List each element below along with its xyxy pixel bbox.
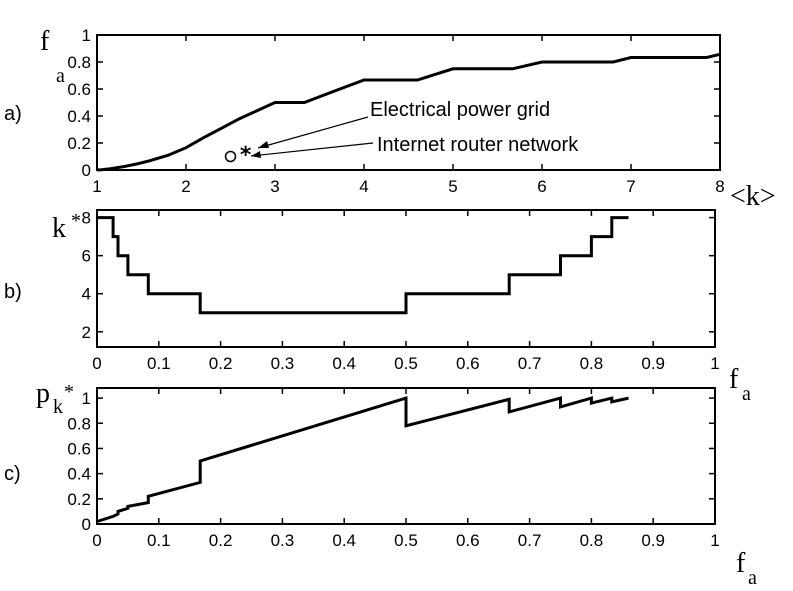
panel-a-tag: a): [4, 103, 22, 125]
panel-a-series-line: [96, 52, 721, 172]
panel-a-xtick-label: 2: [181, 177, 190, 196]
panel-b-xtick-label: 0.8: [580, 354, 604, 373]
panel-c-xtick-label: 0.2: [209, 531, 233, 550]
panel-a-xlabel: <k>: [730, 181, 776, 212]
panel-a-ytick-label: 1: [82, 26, 91, 45]
annotation-power-grid: Electrical power grid: [370, 99, 550, 121]
panel-a-ytick-label: 0: [82, 161, 91, 180]
panel-b-ticks: [96, 210, 716, 347]
panel-c-xlabel: f: [736, 548, 746, 579]
panel-a-ytick-label: 0.4: [67, 107, 91, 126]
panel-c-xtick-label: 0.9: [641, 531, 665, 550]
panel-c-ytick-label: 0.2: [67, 490, 91, 509]
panel-b-xtick-label: 0.1: [147, 354, 171, 373]
panel-c-ytick-label: 1: [82, 389, 91, 408]
panel-c-tag: c): [4, 463, 21, 485]
panel-a-xtick-label: 4: [359, 177, 368, 196]
panel-c-ylabel: p: [36, 378, 50, 409]
panel-a-ytick-label: 0.2: [67, 134, 91, 153]
panel-b-ytick-label: 6: [82, 247, 91, 266]
panel-a-axes-frame: [96, 34, 721, 171]
panel-a-tick-labels: 1 2 3 4 5 6 7 8 0 0.2 0.4 0.6 0.8 1: [67, 26, 724, 196]
panel-b-xlabel-f: f: [729, 364, 739, 395]
panel-b-xtick-label: 1: [710, 354, 719, 373]
panel-b-xtick-label: 0.9: [641, 354, 665, 373]
arrowhead-power-grid: [258, 141, 269, 148]
panel-c-ytick-label: 0: [82, 515, 91, 534]
panel-b-xlabel-sub: a: [742, 383, 751, 405]
panel-c-xtick-label: 0.3: [271, 531, 295, 550]
panel-a-xtick-label: 7: [626, 177, 635, 196]
panel-c-xtick-label: 0: [92, 531, 101, 550]
panel-a-xtick-label: 6: [537, 177, 546, 196]
marker-internet-router: [224, 150, 237, 163]
panel-b-ylabel: k: [52, 213, 66, 244]
panel-b: b) k * a f a 00.10.20.30.40.50.60.70.80.…: [4, 209, 751, 405]
panel-c-ytick-label: 0.4: [67, 465, 91, 484]
panel-b-xtick-label: 0: [92, 354, 101, 373]
panel-a-xtick-label: 1: [92, 177, 101, 196]
panel-b-xtick-label: 0.7: [518, 354, 542, 373]
panel-c-xtick-label: 0.8: [580, 531, 604, 550]
panel-b-ylabel-sup: *: [71, 210, 81, 232]
panel-c-xtick-label: 0.4: [332, 531, 356, 550]
panel-b-xtick-label: 0.4: [332, 354, 356, 373]
panel-c-ylabel-subsup: *: [64, 381, 74, 403]
panel-a-xtick-label: 3: [270, 177, 279, 196]
annotation-internet-router: Internet router network: [377, 134, 579, 156]
panel-c-ylabel-sub: k: [53, 396, 63, 418]
panel-c-xtick-label: 0.7: [518, 531, 542, 550]
panel-b-tag: b): [4, 281, 22, 303]
panel-b-xtick-label: 0.2: [209, 354, 233, 373]
panel-b-xtick-label: 0.3: [271, 354, 295, 373]
panel-b-xtick-label: 0.5: [394, 354, 418, 373]
panel-b-tick-labels: 0 0.1 0.2 0.3 0.4 0.5 0.6 0.7 0.8 0.9 1 2 4 6 8: [82, 209, 720, 373]
panel-b-axes-frame: [96, 209, 716, 348]
panel-c-xtick-label: 0.5: [394, 531, 418, 550]
panel-a-xtick-label: 5: [448, 177, 457, 196]
panel-a: a) f a <k> 1 2 3 4 5 6 7 8 0 0.2 0.4 0.6 0.8 1 * Elec…: [4, 26, 776, 212]
panel-a-xtick-label: 8: [715, 177, 724, 196]
panel-b-series-line: [97, 216, 629, 315]
arrow-power-grid: [257, 116, 369, 149]
panel-a-ytick-label: 0.8: [67, 53, 91, 72]
panel-a-markers: *: [224, 143, 252, 168]
panel-c-xtick-label: 0.6: [456, 531, 480, 550]
panel-c-ytick-label: 0.6: [67, 439, 91, 458]
panel-c-axes-frame: [96, 387, 716, 525]
panel-c: c) p k * f a 0 0.1 0.2 0.3 0.4 0.5 0.6 0.7 0.8 0.…: [4, 378, 757, 589]
panel-b-ytick-label: 2: [82, 323, 91, 342]
panel-c-series-line: [96, 396, 629, 523]
arrow-internet-router: [250, 142, 374, 157]
panel-b-ytick-label: 4: [82, 285, 91, 304]
panel-c-xlabel-sub: a: [748, 567, 757, 589]
panel-c-tick-labels: 0 0.1 0.2 0.3 0.4 0.5 0.6 0.7 0.8 0.9 1 0 0.2 0.4 0.6 0…: [67, 389, 719, 550]
panel-c-ytick-label: 0.8: [67, 414, 91, 433]
panel-b-ytick-label: 8: [82, 209, 91, 228]
panel-c-xtick-label: 1: [710, 531, 719, 550]
panel-a-ylabel: f: [40, 26, 50, 57]
panel-a-ylabel-sub: a: [56, 65, 65, 87]
marker-power-grid: *: [240, 143, 252, 168]
panel-b-xtick-label: 0.6: [456, 354, 480, 373]
panel-c-xtick-label: 0.1: [147, 531, 171, 550]
arrowhead-internet-router: [251, 151, 261, 158]
panel-a-ytick-label: 0.6: [67, 80, 91, 99]
